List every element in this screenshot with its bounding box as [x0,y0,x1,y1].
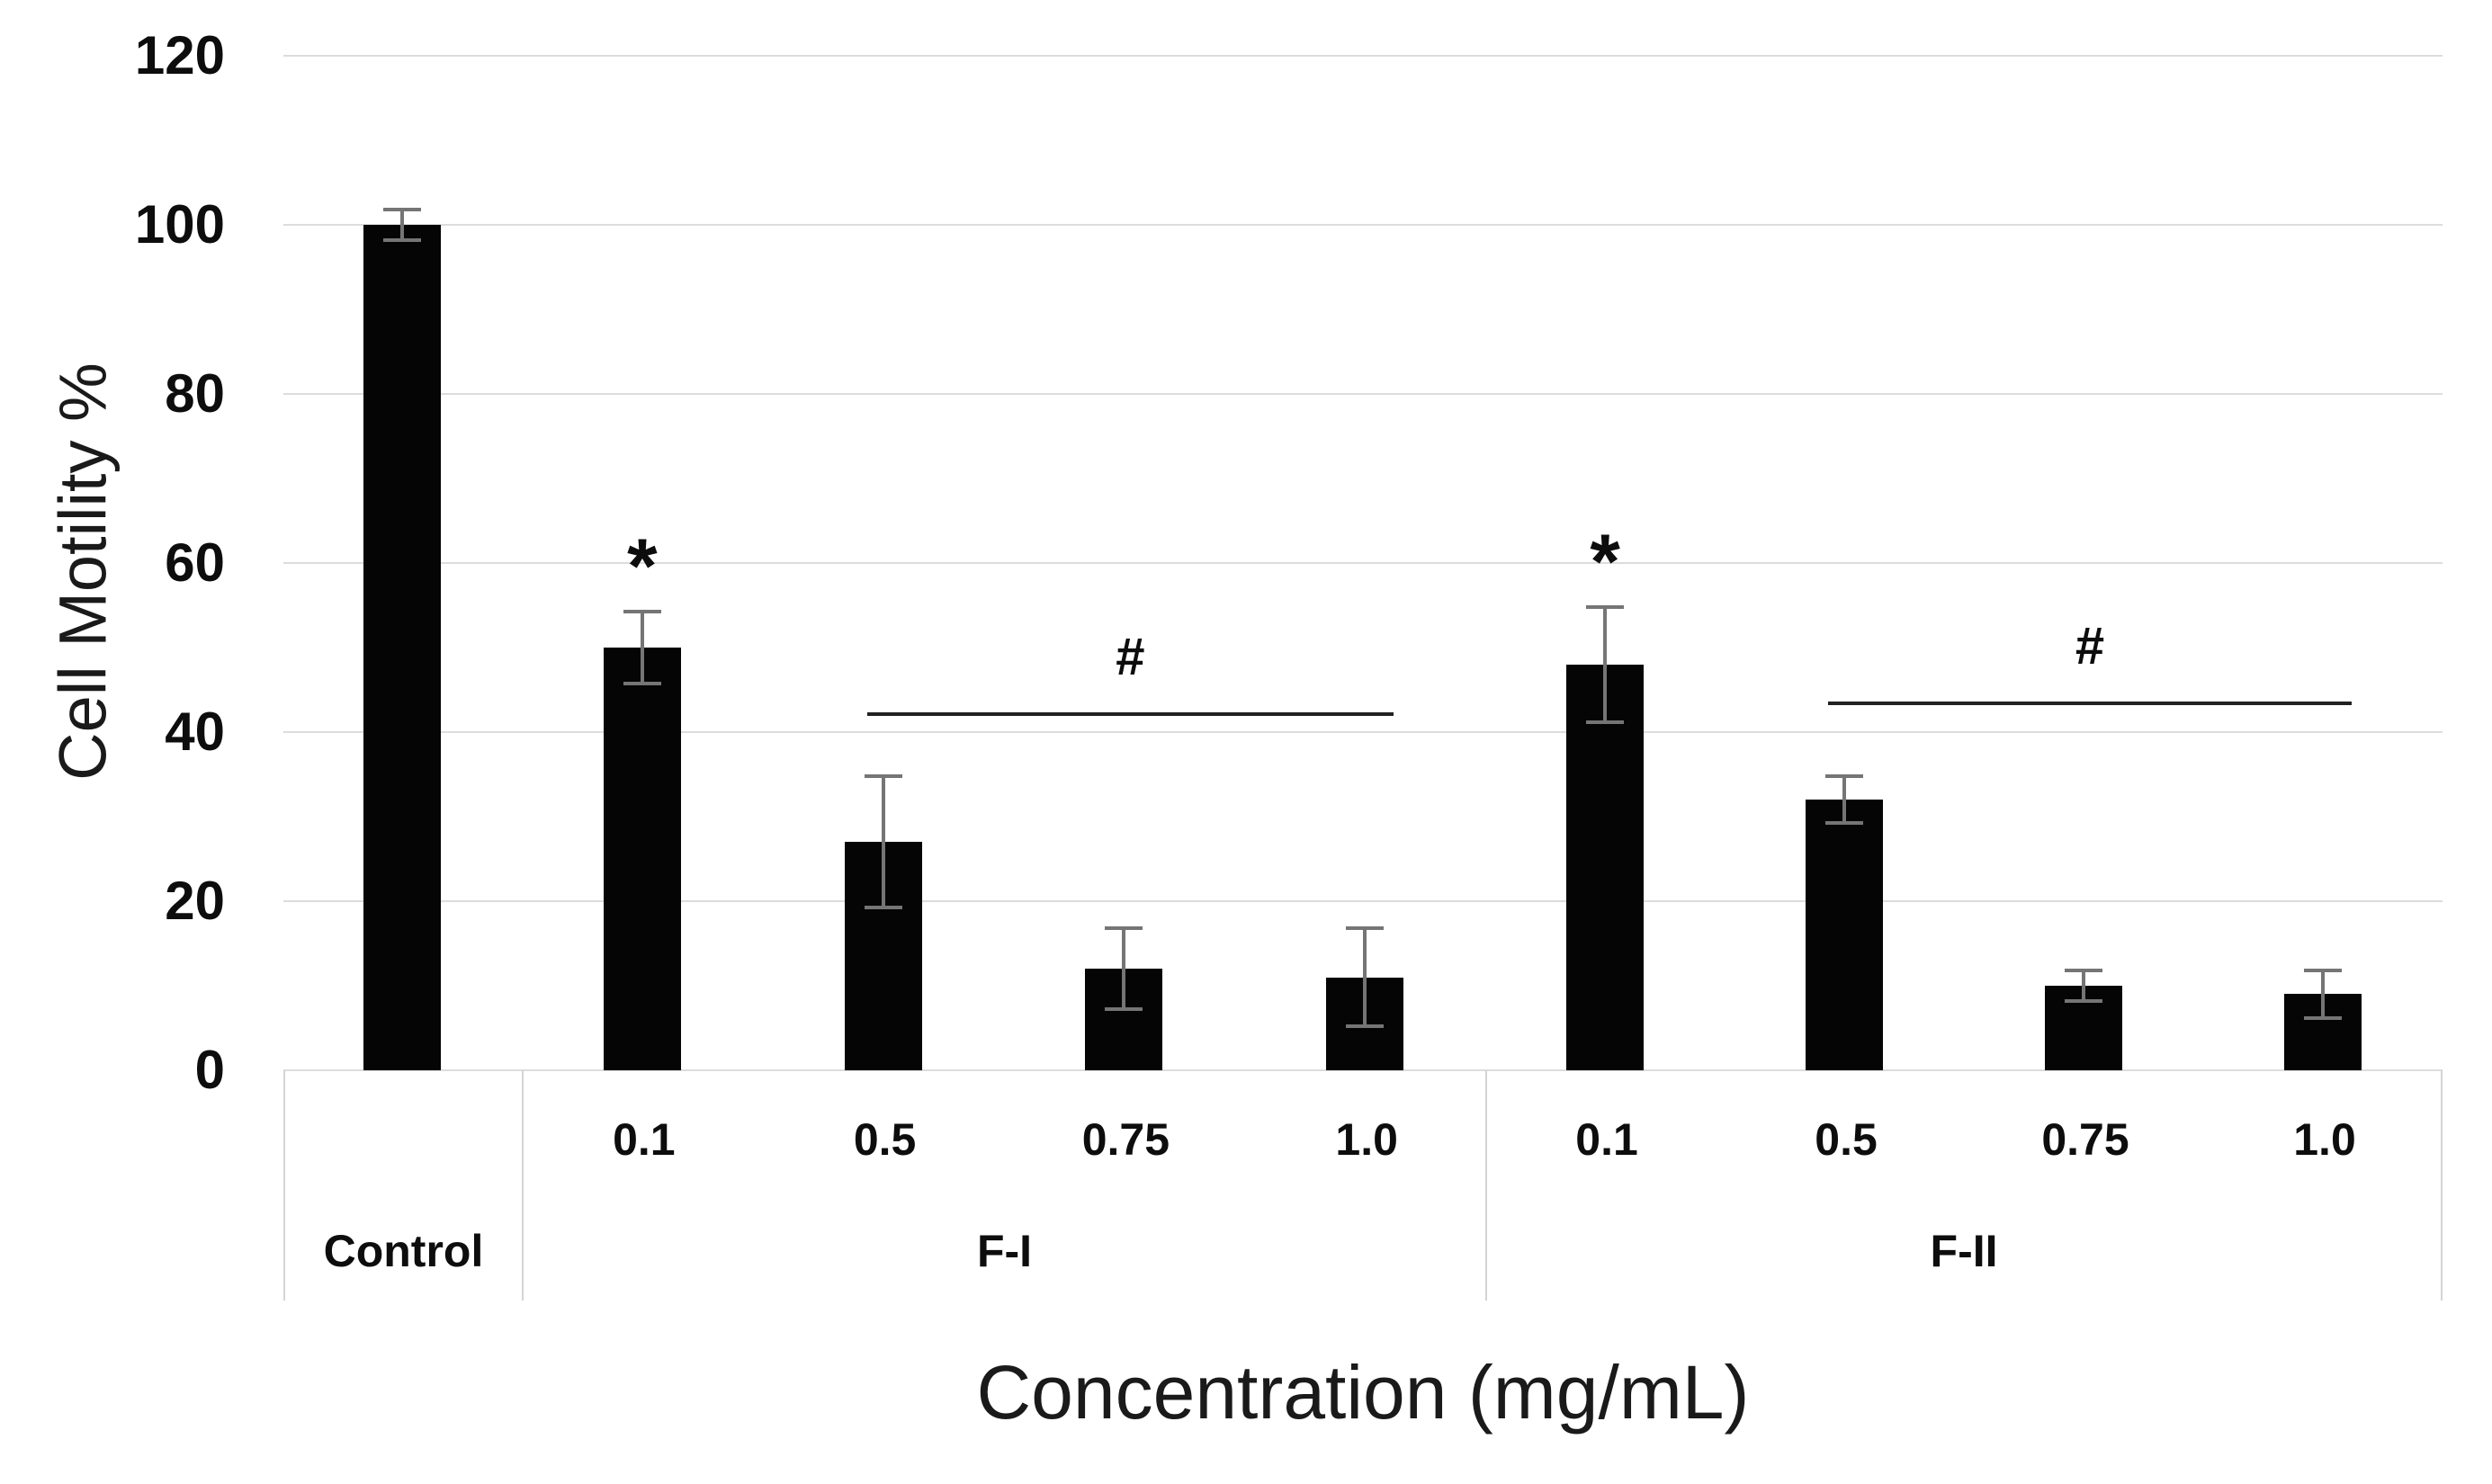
error-bar-cap [1825,821,1864,826]
significance-star: * [627,523,658,610]
error-bar-cap [1586,605,1625,609]
error-bar-cap [864,774,902,778]
y-tick-label: 40 [165,702,225,762]
data-bar [363,225,442,1070]
data-bar [603,648,681,1070]
data-bar [1566,664,1645,1070]
category-group-box: Control [283,1070,522,1301]
error-bar-cap [383,208,422,212]
gridline [283,1069,2443,1071]
significance-bracket-line [866,712,1394,717]
plot-area: * # * # [283,55,2443,1071]
category-axis: Control 0.1 0.5 0.75 1.0 F-I 0.1 0.5 0.75 1.0 F-II [283,1070,2443,1301]
x-axis-title: Concentration (mg/mL) [976,1350,1750,1435]
error-bar-cap [2304,969,2342,973]
bar-category-label: 0.5 [853,1114,917,1165]
error-bar-line [1363,926,1367,1028]
y-tick-label: 60 [165,532,225,593]
error-bar-line [2082,969,2086,1003]
error-bar-line [400,208,405,242]
category-group-box: 0.1 0.5 0.75 1.0 F-I [521,1070,1485,1301]
error-bar-line [1122,926,1126,1012]
gridline [283,55,2443,57]
group-label: F-I [976,1226,1033,1276]
gridline [283,900,2443,902]
error-bar-cap [1825,774,1864,778]
group-label: F-II [1930,1226,1998,1276]
y-tick-label: 120 [134,25,225,85]
error-bar-line [2321,969,2325,1020]
error-bar-line [881,774,885,910]
category-group-box: 0.1 0.5 0.75 1.0 F-II [1485,1070,2443,1301]
bar-category-label: 0.1 [613,1114,676,1165]
gridline [283,393,2443,395]
y-tick-label: 20 [165,871,225,931]
bar-category-label: 0.1 [1575,1114,1638,1165]
data-bar [1806,800,1884,1070]
error-bar-cap [623,609,661,613]
error-bar-cap [864,906,902,910]
y-tick-labels: 0 20 40 60 80 100 120 [9,29,225,1097]
gridline [283,731,2443,733]
error-bar-cap [623,682,661,686]
significance-bracket-label: # [2075,617,2105,676]
bar-category-label: 0.75 [1081,1114,1170,1165]
y-tick-label: 0 [194,1040,225,1100]
significance-bracket-label: # [1116,628,1145,687]
y-tick-label: 80 [165,363,225,424]
bar-category-label: 1.0 [1335,1114,1398,1165]
gridline [283,224,2443,226]
error-bar-line [1603,605,1608,724]
group-label: Control [323,1226,484,1276]
significance-star: * [1590,519,1620,605]
error-bar-cap [2065,998,2103,1003]
error-bar-cap [1586,720,1625,724]
bar-category-label: 0.5 [1815,1114,1878,1165]
bar-category-label: 1.0 [2293,1114,2356,1165]
error-bar-cap [1346,926,1385,931]
error-bar-cap [383,237,422,242]
error-bar-cap [1105,1007,1143,1012]
error-bar-line [640,609,644,686]
error-bar-cap [1346,1024,1385,1028]
error-bar-cap [2065,969,2103,973]
gridline [283,562,2443,564]
error-bar-cap [2304,1015,2342,1020]
error-bar-cap [1105,926,1143,931]
y-tick-label: 100 [134,194,225,255]
significance-bracket-line [1828,702,2352,706]
bar-category-label: 0.75 [2041,1114,2129,1165]
error-bar-line [1842,774,1847,826]
